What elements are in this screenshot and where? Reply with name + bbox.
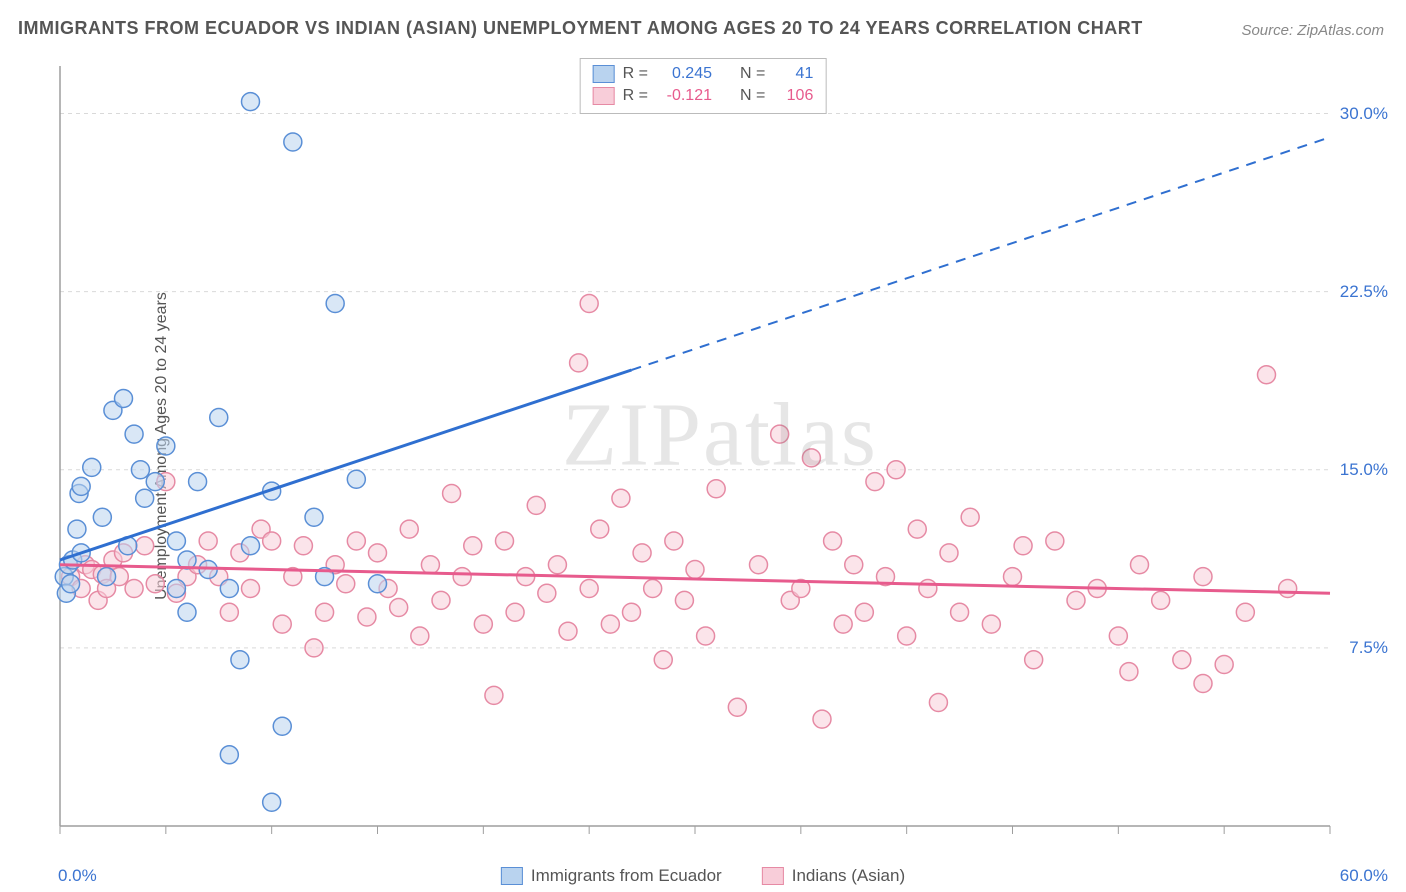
scatter-svg — [50, 56, 1390, 846]
chart-title: IMMIGRANTS FROM ECUADOR VS INDIAN (ASIAN… — [18, 18, 1143, 39]
legend-n-label: N = — [740, 63, 765, 85]
legend-series: Immigrants from Ecuador Indians (Asian) — [501, 866, 905, 886]
legend-item: Indians (Asian) — [762, 866, 905, 886]
legend-r-value: 0.245 — [656, 63, 712, 85]
legend-label: Indians (Asian) — [792, 866, 905, 886]
x-axis-max: 60.0% — [1340, 866, 1388, 886]
x-axis-min: 0.0% — [58, 866, 97, 886]
legend-n-value: 106 — [773, 85, 813, 107]
source-label: Source: ZipAtlas.com — [1241, 22, 1384, 39]
legend-row: R = 0.245 N = 41 — [593, 63, 814, 85]
legend-swatch — [501, 867, 523, 885]
legend-r-label: R = — [623, 63, 648, 85]
legend-n-value: 41 — [773, 63, 813, 85]
legend-r-value: -0.121 — [656, 85, 712, 107]
y-tick: 30.0% — [1340, 104, 1388, 124]
legend-swatch — [593, 65, 615, 83]
y-tick: 7.5% — [1349, 638, 1388, 658]
legend-n-label: N = — [740, 85, 765, 107]
legend-label: Immigrants from Ecuador — [531, 866, 722, 886]
legend-item: Immigrants from Ecuador — [501, 866, 722, 886]
y-tick: 15.0% — [1340, 460, 1388, 480]
legend-r-label: R = — [623, 85, 648, 107]
plot-area: ZIPatlas — [50, 56, 1390, 846]
legend-row: R = -0.121 N = 106 — [593, 85, 814, 107]
y-tick: 22.5% — [1340, 282, 1388, 302]
legend-swatch — [762, 867, 784, 885]
chart-container: IMMIGRANTS FROM ECUADOR VS INDIAN (ASIAN… — [0, 0, 1406, 892]
legend-swatch — [593, 87, 615, 105]
legend-correlation: R = 0.245 N = 41 R = -0.121 N = 106 — [580, 58, 827, 114]
